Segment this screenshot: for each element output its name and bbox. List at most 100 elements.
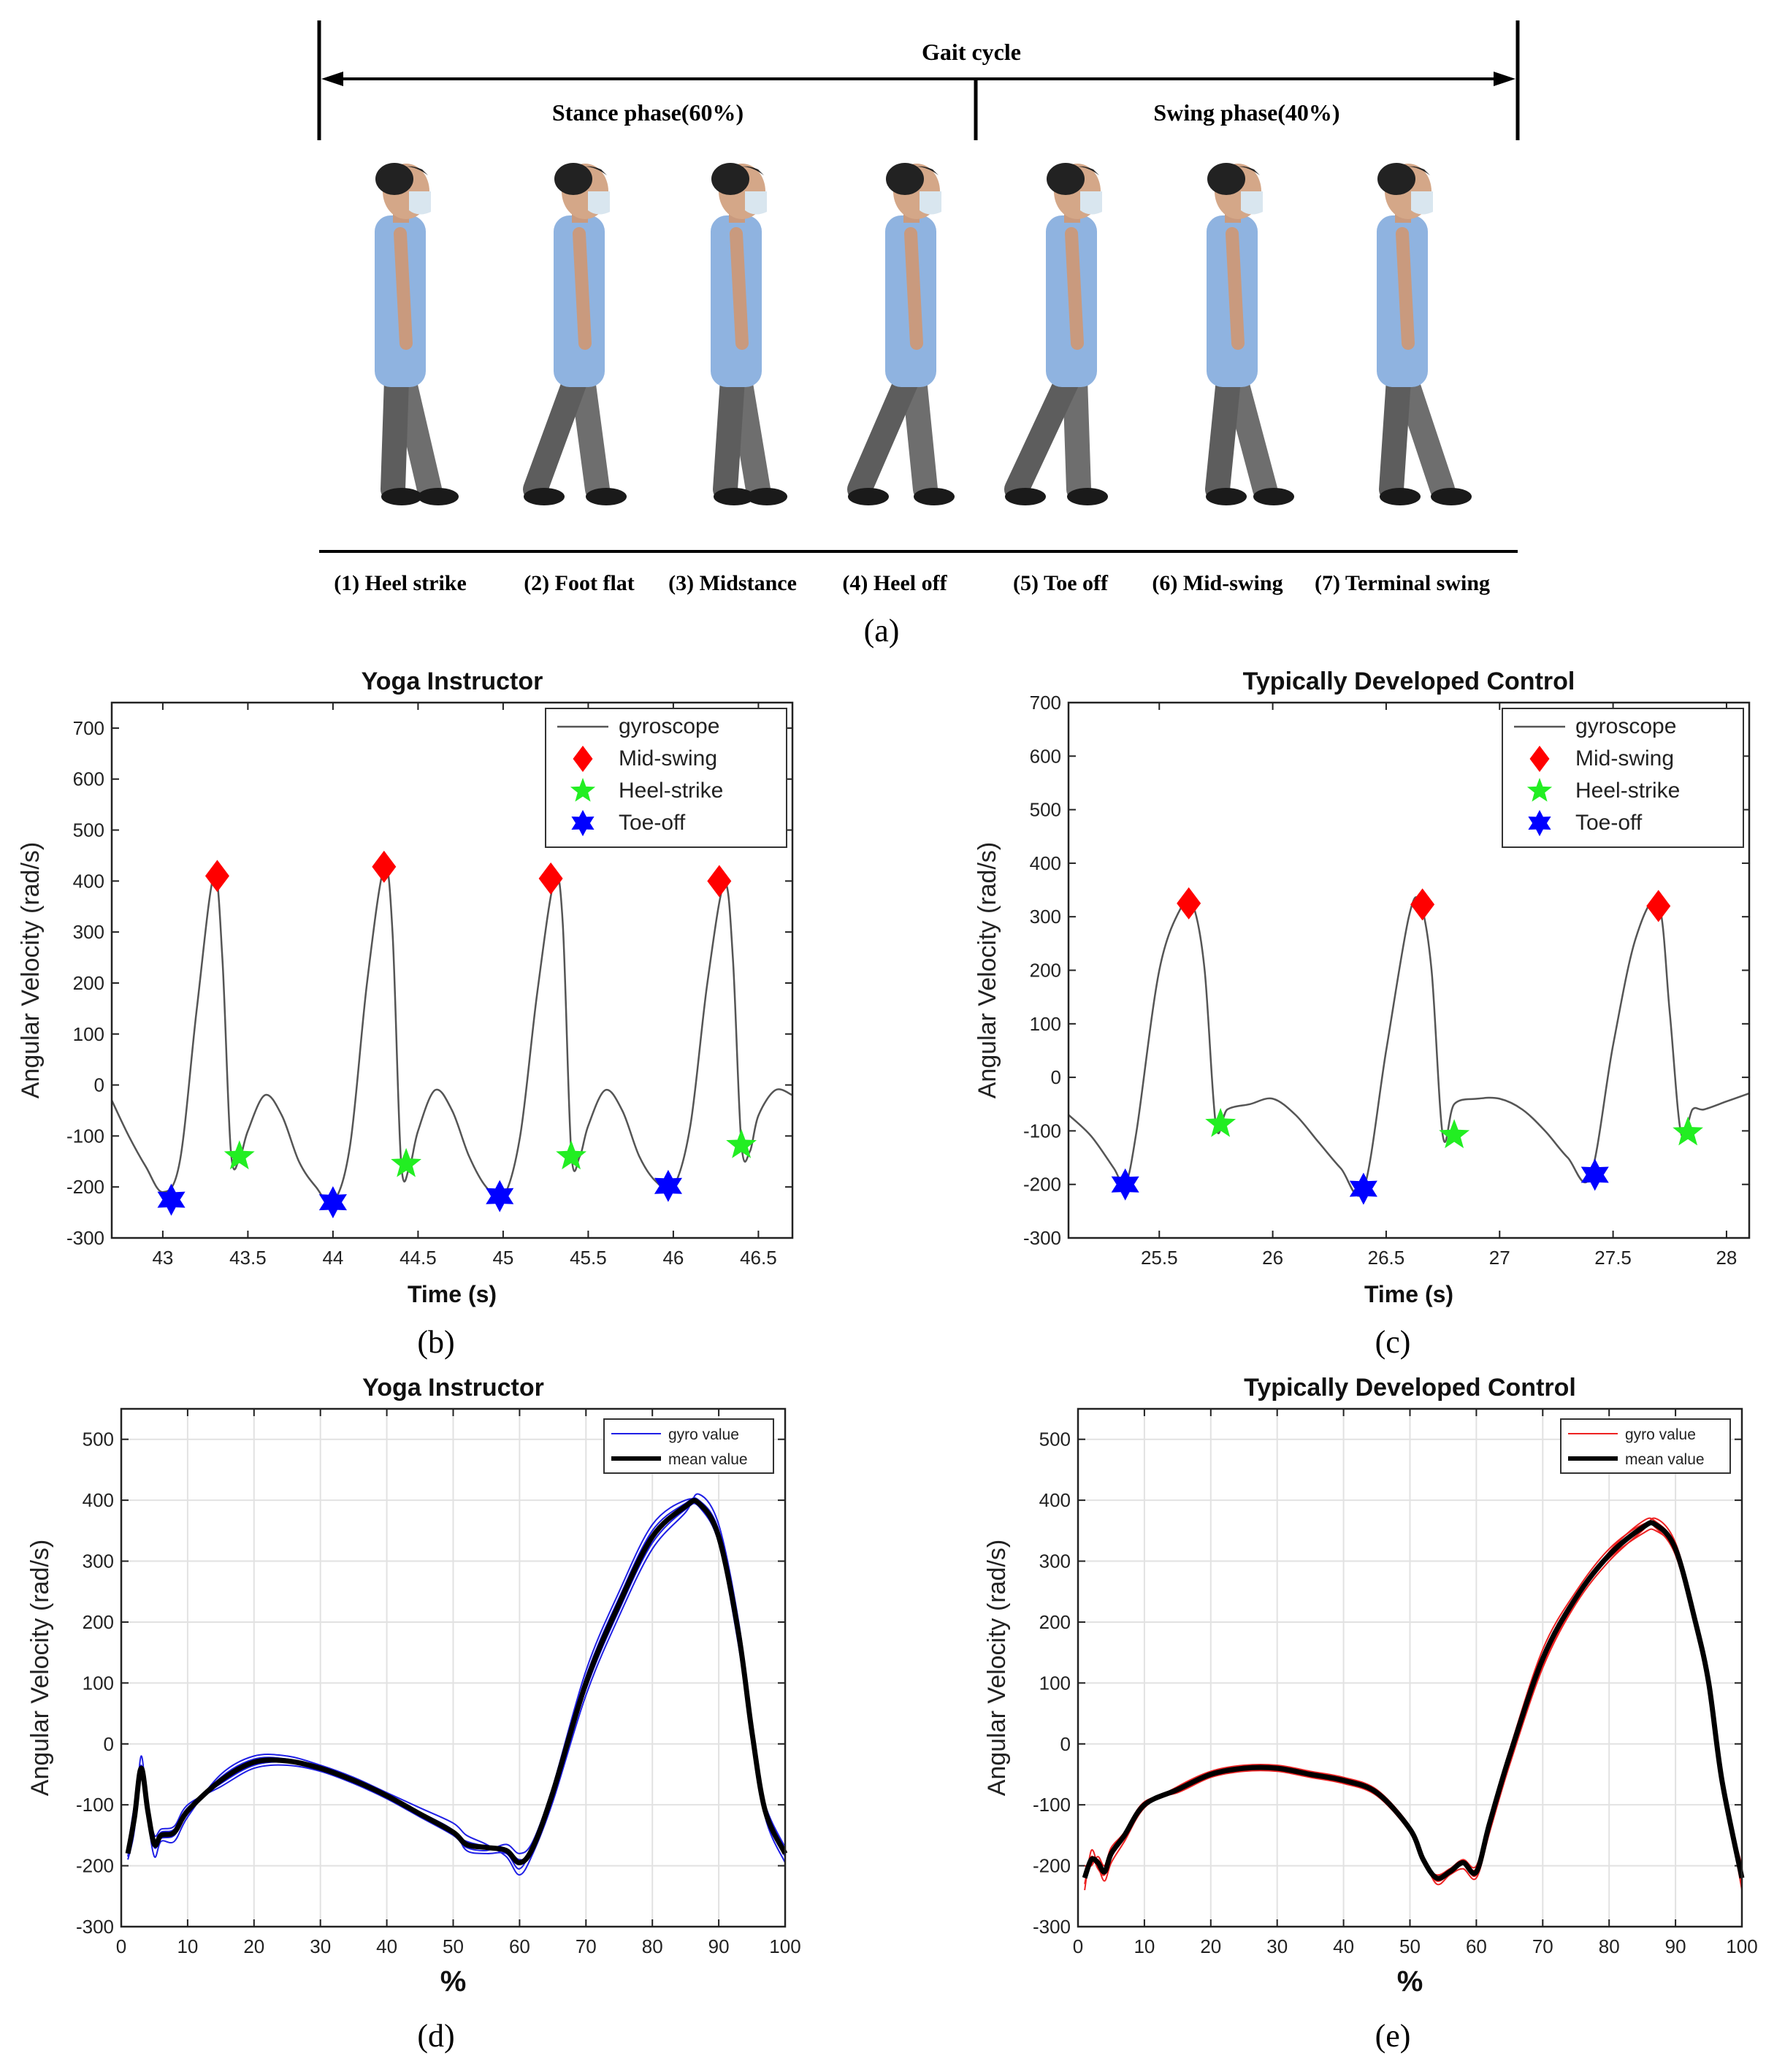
leg bbox=[570, 367, 610, 502]
gyroscope-line bbox=[112, 865, 792, 1205]
legend: gyro value mean value bbox=[603, 1418, 774, 1474]
y-tick-label: 100 bbox=[73, 1023, 104, 1045]
y-tick-label: 600 bbox=[73, 768, 104, 790]
legend-entry: gyro value bbox=[668, 1426, 739, 1443]
mid-swing-marker bbox=[1177, 887, 1201, 920]
face-mask bbox=[1411, 191, 1433, 215]
toe-off-marker bbox=[318, 1186, 347, 1219]
shoe bbox=[1206, 488, 1247, 505]
mid-swing-marker bbox=[204, 860, 229, 892]
y-axis-label: Angular Velocity (rad/s) bbox=[17, 842, 45, 1099]
y-tick-label: 200 bbox=[1039, 1611, 1071, 1633]
leg bbox=[713, 367, 745, 502]
y-tick-label: -100 bbox=[66, 1125, 104, 1147]
face-mask bbox=[588, 191, 610, 215]
y-tick-label: 600 bbox=[1030, 745, 1061, 767]
y-tick-label: 400 bbox=[1039, 1489, 1071, 1511]
shoe bbox=[1380, 488, 1421, 505]
y-tick-label: 200 bbox=[1030, 960, 1061, 982]
legend-entry: gyro value bbox=[1625, 1426, 1696, 1443]
x-tick-label: 50 bbox=[1399, 1935, 1421, 1957]
legend-entry: mean value bbox=[1625, 1451, 1705, 1468]
gait-cycle-arrowhead-right bbox=[1494, 72, 1515, 86]
walker-figure bbox=[847, 163, 955, 505]
gait-phase-label: (2) Foot flat bbox=[524, 571, 635, 595]
toe-off-marker bbox=[571, 810, 595, 836]
x-tick-label: 26 bbox=[1262, 1247, 1283, 1269]
leg bbox=[1063, 367, 1091, 502]
y-axis-label: Angular Velocity (rad/s) bbox=[26, 1540, 54, 1797]
arm bbox=[394, 227, 413, 350]
x-tick-label: 70 bbox=[1532, 1935, 1553, 1957]
legend-entry: Heel-strike bbox=[619, 779, 723, 803]
x-tick-label: 40 bbox=[1333, 1935, 1354, 1957]
hair bbox=[1377, 163, 1415, 195]
x-tick-label: 40 bbox=[376, 1935, 397, 1957]
heel-strike-marker bbox=[223, 1140, 255, 1170]
hair bbox=[711, 163, 749, 195]
shoe bbox=[1431, 488, 1472, 505]
toe-off-marker bbox=[1528, 810, 1551, 836]
x-tick-label: 43.5 bbox=[229, 1247, 267, 1269]
panel-label-a: (a) bbox=[864, 613, 900, 649]
gait-phase-label: (5) Toe off bbox=[1013, 571, 1109, 595]
legend-entry: Toe-off bbox=[619, 811, 686, 835]
legend-box bbox=[1560, 1418, 1731, 1474]
y-tick-label: -100 bbox=[1023, 1120, 1061, 1142]
heel-strike-marker bbox=[570, 778, 596, 802]
face-mask bbox=[920, 191, 941, 215]
y-tick-label: 300 bbox=[73, 921, 104, 943]
x-tick-label: 50 bbox=[443, 1935, 464, 1957]
chart-title: Yoga Instructor bbox=[362, 1374, 544, 1402]
legend-box bbox=[603, 1418, 774, 1474]
shoe bbox=[1253, 488, 1294, 505]
heel-strike-marker bbox=[1439, 1119, 1470, 1149]
x-tick-label: 60 bbox=[509, 1935, 530, 1957]
hair bbox=[886, 163, 924, 195]
legend-entry: Mid-swing bbox=[619, 746, 717, 771]
chart-e-control-percent: 0 10 20 30 40 50 60 70 80 90 100 -300 -200 -100 0 100 20… bbox=[983, 1374, 1758, 1998]
x-tick-label: 80 bbox=[1599, 1935, 1620, 1957]
x-tick-label: 0 bbox=[116, 1935, 126, 1957]
leg bbox=[1205, 367, 1241, 502]
leg bbox=[1223, 367, 1277, 502]
x-axis-label: % bbox=[440, 1965, 467, 1998]
mid-swing-marker bbox=[573, 746, 593, 772]
y-tick-label: -200 bbox=[66, 1176, 104, 1198]
shoe bbox=[1005, 488, 1046, 505]
gait-phase-label: (1) Heel strike bbox=[334, 571, 467, 595]
gait-cycle-arrowhead-left bbox=[321, 72, 343, 86]
panel-label-e: (e) bbox=[1375, 2018, 1411, 2054]
walker-figure bbox=[1205, 163, 1294, 505]
arm bbox=[904, 227, 923, 350]
shoe bbox=[524, 488, 565, 505]
x-tick-label: 90 bbox=[1665, 1935, 1686, 1957]
y-tick-label: -300 bbox=[76, 1916, 114, 1938]
y-tick-label: -300 bbox=[66, 1227, 104, 1249]
heel-strike-marker bbox=[556, 1140, 586, 1170]
x-tick-label: 80 bbox=[642, 1935, 663, 1957]
hair bbox=[1047, 163, 1085, 195]
x-tick-label: 25.5 bbox=[1141, 1247, 1178, 1269]
x-tick-label: 46.5 bbox=[740, 1247, 777, 1269]
shoe bbox=[586, 488, 627, 505]
y-axis-label: Angular Velocity (rad/s) bbox=[983, 1540, 1011, 1797]
walker-figures bbox=[375, 163, 1472, 505]
y-tick-label: 0 bbox=[104, 1733, 114, 1755]
arm bbox=[1065, 227, 1084, 350]
gait-cycle-panel: Gait cycle Stance phase(60%) Swing phase… bbox=[317, 20, 1520, 649]
y-tick-label: -200 bbox=[1023, 1174, 1061, 1196]
face-mask bbox=[409, 191, 431, 215]
gait-phase-label: (3) Midstance bbox=[668, 571, 797, 595]
x-tick-label: 45.5 bbox=[570, 1247, 607, 1269]
heel-strike-marker bbox=[1673, 1116, 1703, 1146]
y-tick-label: 500 bbox=[83, 1429, 114, 1450]
leg bbox=[847, 367, 920, 502]
legend-entry: Toe-off bbox=[1575, 811, 1643, 835]
hair bbox=[375, 163, 413, 195]
y-tick-label: 500 bbox=[73, 819, 104, 841]
toe-off-marker bbox=[654, 1169, 682, 1202]
heel-strike-marker bbox=[1205, 1107, 1236, 1137]
panel-label-d: (d) bbox=[417, 2018, 454, 2054]
x-tick-label: 10 bbox=[1134, 1935, 1155, 1957]
